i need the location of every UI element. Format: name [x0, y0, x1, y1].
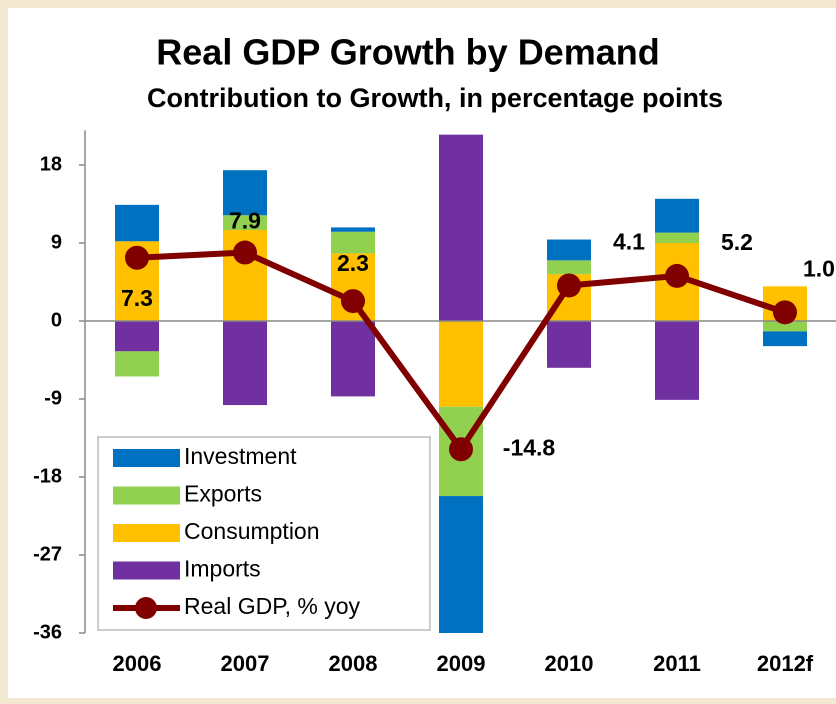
- line-point: [557, 273, 581, 298]
- legend-label: Exports: [184, 481, 262, 507]
- bar-segment: [331, 321, 375, 397]
- bar-segment: [115, 204, 159, 242]
- y-tick-label: -9: [44, 387, 62, 409]
- bar-segment: [439, 134, 483, 321]
- x-tick-label: 2012f: [757, 651, 814, 676]
- data-label: 1.0: [803, 255, 835, 281]
- x-tick-label: 2009: [437, 651, 486, 676]
- y-tick-label: -36: [33, 621, 62, 643]
- legend-swatch: [113, 486, 180, 505]
- legend-label: Investment: [184, 443, 297, 469]
- bar-segment: [547, 321, 591, 368]
- bar-segment: [223, 215, 267, 230]
- legend-swatch: [135, 597, 157, 619]
- bar-segment: [439, 496, 483, 633]
- y-tick-label: 18: [40, 153, 62, 175]
- legend-label: Consumption: [184, 518, 320, 544]
- bar-segment: [763, 321, 807, 332]
- y-tick-label: 0: [51, 309, 62, 331]
- bar-segment: [547, 239, 591, 261]
- bar-segment: [115, 351, 159, 377]
- y-tick-label: -18: [33, 465, 62, 487]
- x-tick-label: 2006: [113, 651, 162, 676]
- legend-label: Imports: [184, 556, 261, 582]
- y-tick-label: 9: [51, 231, 62, 253]
- line-point: [773, 300, 797, 325]
- data-label: 2.3: [337, 250, 369, 276]
- data-label: 7.9: [229, 208, 261, 234]
- x-tick-label: 2008: [329, 651, 378, 676]
- chart-title: Real GDP Growth by Demand: [156, 32, 659, 73]
- bar-segment: [439, 321, 483, 407]
- chart-subtitle: Contribution to Growth, in percentage po…: [147, 83, 723, 113]
- data-label: -14.8: [503, 434, 556, 460]
- legend-label: Real GDP, % yoy: [184, 593, 360, 619]
- bar-segment: [547, 260, 591, 275]
- line-point: [665, 263, 689, 288]
- bar-segment: [655, 321, 699, 400]
- data-label: 7.3: [121, 285, 153, 311]
- bar-segment: [223, 170, 267, 216]
- bar-segment: [655, 232, 699, 243]
- legend-swatch: [113, 449, 180, 467]
- data-label: 4.1: [613, 229, 645, 255]
- line-point: [233, 240, 257, 265]
- data-label: 5.2: [721, 229, 753, 255]
- line-point: [125, 245, 149, 270]
- x-tick-label: 2007: [221, 651, 270, 676]
- bar-segment: [655, 198, 699, 233]
- legend-swatch: [113, 561, 180, 580]
- line-point: [449, 437, 473, 462]
- bar-segment: [115, 321, 159, 352]
- legend-swatch: [113, 524, 180, 542]
- x-tick-label: 2011: [653, 651, 701, 676]
- y-tick-label: -27: [33, 543, 62, 565]
- bar-segment: [331, 231, 375, 254]
- line-point: [341, 289, 365, 314]
- bar-segment: [331, 227, 375, 232]
- x-tick-label: 2010: [545, 651, 594, 676]
- bar-segment: [223, 321, 267, 406]
- bar-segment: [763, 331, 807, 347]
